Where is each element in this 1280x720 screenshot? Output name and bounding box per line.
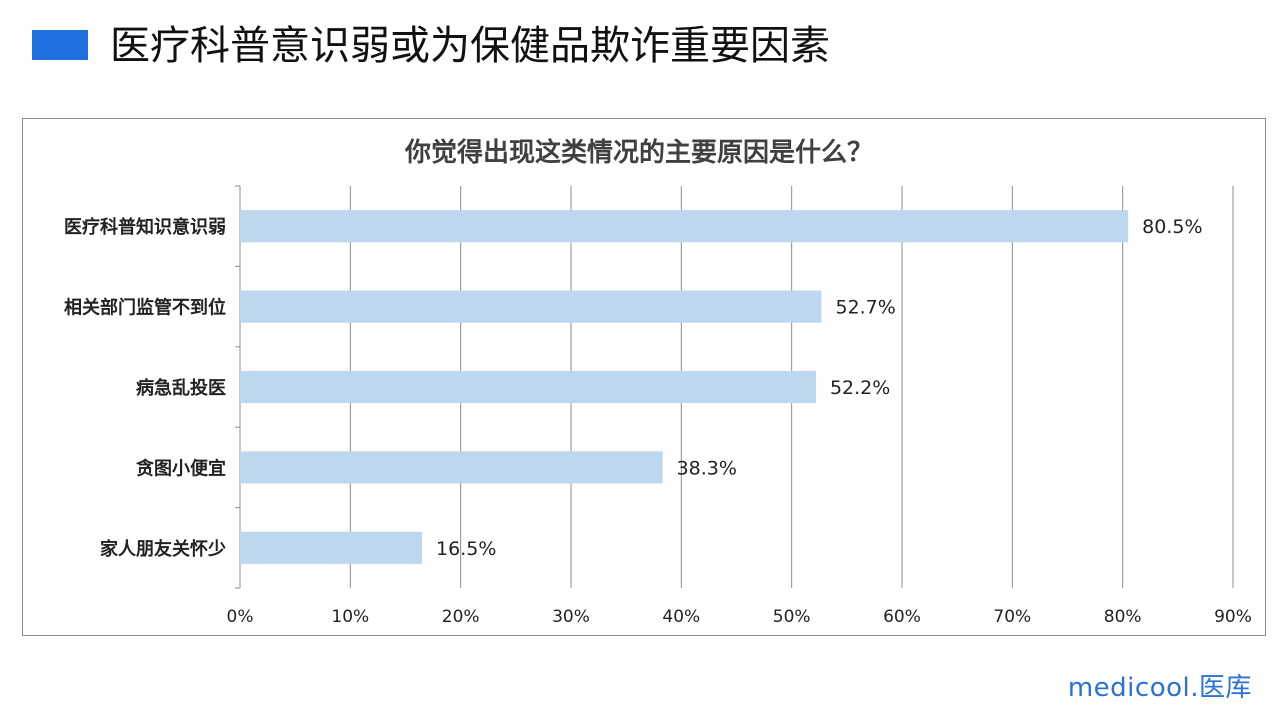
data-label: 16.5% <box>436 538 496 560</box>
data-label: 52.2% <box>830 377 890 399</box>
category-label: 贪图小便宜 <box>136 457 226 479</box>
x-tick-label: 70% <box>993 607 1031 627</box>
slide-title: 医疗科普意识弱或为保健品欺诈重要因素 <box>110 23 830 69</box>
x-tick-label: 90% <box>1214 607 1252 627</box>
category-axis <box>235 185 241 589</box>
bars <box>240 210 1129 564</box>
data-label: 52.7% <box>835 297 895 319</box>
bar <box>240 531 423 564</box>
x-tick-label: 0% <box>227 607 254 627</box>
bar <box>240 370 816 404</box>
data-label: 38.3% <box>677 457 737 479</box>
category-label: 相关部门监管不到位 <box>64 297 226 319</box>
x-tick-label: 40% <box>662 607 700 627</box>
x-tick-labels: 0% 10% 20% 30% 40% 50% 60% 70% 80% 90% <box>227 607 1252 627</box>
x-tick-label: 10% <box>331 607 369 627</box>
category-label: 家人朋友关怀少 <box>100 538 226 560</box>
bar <box>240 451 663 484</box>
x-tick-label: 80% <box>1104 607 1142 627</box>
x-tick-label: 30% <box>552 607 590 627</box>
title-accent-bar <box>32 30 88 60</box>
data-labels: 80.5% 52.7% 52.2% 38.3% 16.5% <box>436 216 1202 560</box>
x-tick-label: 20% <box>442 607 480 627</box>
bar-chart: 你觉得出现这类情况的主要原因是什么？ 80.5% 52.7% 52.2% 38.3% 1… <box>64 137 1252 627</box>
x-tick-label: 50% <box>773 607 811 627</box>
bar <box>240 210 1129 243</box>
data-label: 80.5% <box>1142 216 1202 238</box>
category-label: 病急乱投医 <box>136 377 226 399</box>
bar <box>240 290 822 323</box>
x-tick-label: 60% <box>883 607 921 627</box>
medicool-logo: medicool.医库 <box>1067 673 1252 703</box>
chart-frame: 你觉得出现这类情况的主要原因是什么？ 80.5% 52.7% 52.2% 38.3% 1… <box>22 118 1266 636</box>
chart-title: 你觉得出现这类情况的主要原因是什么？ <box>404 137 873 168</box>
category-label: 医疗科普知识意识弱 <box>64 216 226 238</box>
